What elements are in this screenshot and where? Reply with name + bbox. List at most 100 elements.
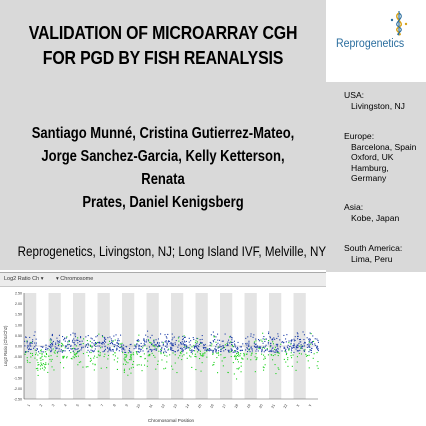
probe-point: [206, 350, 208, 352]
probe-point: [45, 353, 47, 355]
probe-point: [113, 335, 115, 337]
probe-point: [80, 336, 82, 338]
probe-point: [132, 352, 134, 354]
probe-point: [229, 351, 231, 353]
probe-point: [58, 348, 60, 350]
probe-point: [309, 332, 311, 334]
probe-point: [278, 368, 280, 370]
probe-point: [308, 344, 310, 346]
probe-point: [193, 345, 195, 347]
probe-point: [128, 368, 130, 370]
probe-point: [182, 351, 184, 353]
probe-point: [232, 351, 234, 353]
probe-point: [267, 341, 269, 343]
probe-point: [40, 359, 42, 361]
probe-point: [235, 355, 237, 357]
probe-point: [102, 342, 104, 344]
x-tick-label: 5: [76, 404, 80, 408]
probe-point: [297, 345, 299, 347]
probe-point: [51, 345, 53, 347]
probe-point: [103, 336, 105, 338]
probe-point: [246, 344, 248, 346]
probe-point: [271, 351, 273, 353]
probe-point: [238, 353, 240, 355]
probe-point: [225, 349, 227, 351]
probe-point: [304, 342, 306, 344]
probe-point: [112, 349, 114, 351]
probe-point: [80, 349, 82, 351]
probe-point: [271, 338, 273, 340]
probe-point: [82, 343, 84, 345]
probe-point: [237, 368, 239, 370]
probe-point: [144, 340, 146, 342]
probe-point: [303, 350, 305, 352]
probe-point: [62, 336, 64, 338]
probe-point: [272, 343, 274, 345]
probe-point: [184, 341, 186, 343]
probe-point: [42, 359, 44, 361]
probe-point: [256, 357, 258, 359]
probe-point: [124, 359, 126, 361]
probe-point: [120, 346, 122, 348]
probe-point: [296, 344, 298, 346]
probe-point: [235, 351, 237, 353]
probe-point: [26, 340, 28, 342]
probe-point: [190, 350, 192, 352]
probe-point: [101, 335, 103, 337]
probe-point: [52, 344, 54, 346]
logo: Reprogenetics: [326, 0, 426, 82]
probe-point: [201, 362, 203, 364]
probe-point: [184, 346, 186, 348]
probe-point: [95, 345, 97, 347]
probe-point: [227, 341, 229, 343]
probe-point: [181, 355, 183, 357]
probe-point: [290, 343, 292, 345]
probe-point: [105, 338, 107, 340]
probe-point: [72, 332, 74, 334]
probe-point: [192, 337, 194, 339]
probe-point: [182, 342, 184, 344]
probe-point: [189, 355, 191, 357]
probe-point: [200, 341, 202, 343]
probe-point: [70, 357, 72, 359]
probe-point: [256, 358, 258, 360]
probe-point: [277, 348, 279, 350]
probe-point: [71, 358, 73, 360]
probe-point: [43, 351, 45, 353]
probe-point: [202, 354, 204, 356]
probe-point: [271, 347, 273, 349]
x-tick-label: 19: [246, 404, 251, 409]
probe-point: [78, 361, 80, 363]
probe-point: [175, 340, 177, 342]
probe-point: [89, 344, 91, 346]
probe-point: [226, 343, 228, 345]
probe-point: [220, 349, 222, 351]
probe-point: [254, 356, 256, 358]
x-tick-label: 9: [125, 404, 129, 408]
probe-point: [264, 338, 266, 340]
city-label: Hamburg, Germany: [351, 162, 389, 184]
probe-point: [240, 365, 242, 367]
probe-point: [290, 342, 292, 344]
probe-point: [304, 349, 306, 351]
probe-point: [100, 367, 102, 369]
ratio-select[interactable]: Log2 Ratio Ch ▾: [4, 276, 44, 282]
probe-point: [147, 360, 149, 362]
probe-point: [285, 341, 287, 343]
probe-point: [55, 342, 57, 344]
probe-point: [81, 340, 83, 342]
probe-point: [170, 343, 172, 345]
probe-point: [152, 345, 154, 347]
probe-point: [112, 354, 114, 356]
affiliation: Reprogenetics, Livingston, NJ; Long Isla…: [17, 244, 327, 259]
probe-point: [90, 337, 92, 339]
chromosome-select[interactable]: ▾ Chromosome: [56, 276, 94, 282]
probe-point: [277, 347, 279, 349]
probe-point: [77, 342, 79, 344]
probe-point: [258, 339, 260, 341]
probe-point: [309, 340, 311, 342]
probe-point: [196, 347, 198, 349]
probe-point: [125, 354, 127, 356]
probe-point: [154, 344, 156, 346]
probe-point: [50, 343, 52, 345]
